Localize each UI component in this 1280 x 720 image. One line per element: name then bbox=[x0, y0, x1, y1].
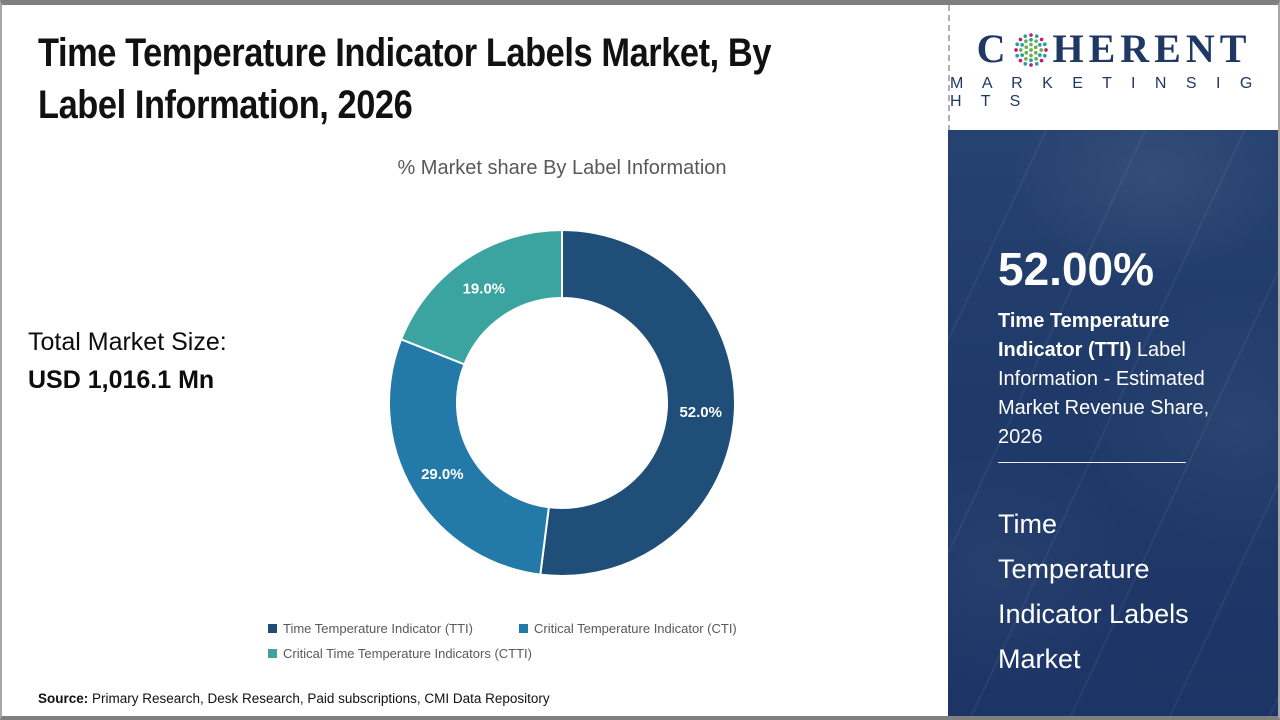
globe-dot bbox=[1015, 41, 1020, 46]
brand-letter-c: C bbox=[976, 26, 1011, 71]
globe-dot bbox=[1020, 52, 1025, 57]
sidebar-description-regular: Label Information - Estimated Market Rev… bbox=[998, 339, 1210, 448]
globe-dot bbox=[1024, 38, 1029, 43]
legend-item-1: Critical Temperature Indicator (CTI) bbox=[519, 621, 737, 636]
globe-dot bbox=[1034, 44, 1039, 49]
legend-item-2: Critical Time Temperature Indicators (CT… bbox=[268, 646, 532, 661]
chart-subtitle: % Market share By Label Information bbox=[397, 157, 727, 179]
globe-dot bbox=[1024, 50, 1029, 55]
globe-dot bbox=[1038, 52, 1043, 57]
globe-dot bbox=[1029, 53, 1034, 57]
legend-label: Time Temperature Indicator (TTI) bbox=[283, 621, 473, 636]
globe-dot bbox=[1035, 61, 1040, 66]
brand-tagline: M A R K E T I N S I G H T S bbox=[950, 75, 1260, 110]
donut-slice-2 bbox=[400, 229, 563, 366]
sidebar-market-name: Time Temperature Indicator Labels Market bbox=[998, 509, 1189, 674]
slice-label-0: 52.0% bbox=[679, 404, 722, 421]
globe-dot bbox=[1034, 50, 1039, 55]
globe-dot bbox=[1034, 38, 1039, 43]
globe-dot bbox=[1029, 32, 1034, 37]
globe-dot bbox=[1043, 41, 1048, 46]
globe-dot bbox=[1024, 44, 1029, 49]
globe-dot bbox=[1019, 58, 1023, 62]
globe-dot bbox=[1040, 37, 1044, 41]
total-market-size: Total Market Size: USD 1,016.1 Mn bbox=[28, 323, 227, 399]
slice-label-2: 19.0% bbox=[463, 280, 506, 297]
sidebar-description-bold: Time Temperature Indicator (TTI) bbox=[998, 310, 1170, 361]
globe-dot bbox=[1019, 47, 1024, 52]
legend-label: Critical Time Temperature Indicators (CT… bbox=[283, 646, 532, 661]
sidebar-headline-value: 52.00% bbox=[998, 243, 1155, 295]
total-market-size-value: USD 1,016.1 Mn bbox=[28, 366, 215, 394]
brand-logo: C HERENT M A R K E T I N S I G H T S bbox=[948, 5, 1278, 131]
globe-dot bbox=[1044, 47, 1049, 52]
donut-slice-0 bbox=[539, 229, 736, 577]
globe-dot bbox=[1029, 62, 1034, 67]
globe-dot bbox=[1040, 58, 1044, 62]
sidebar-divider bbox=[998, 462, 1186, 463]
globe-dot bbox=[1029, 37, 1034, 42]
globe-dot bbox=[1019, 37, 1023, 41]
sidebar: 52.00% Time Temperature Indicator (TTI) … bbox=[948, 130, 1278, 716]
source-label: Source: bbox=[38, 691, 89, 706]
globe-dots-icon bbox=[1014, 32, 1049, 67]
legend-swatch-icon bbox=[268, 649, 277, 658]
globe-dot bbox=[1035, 33, 1040, 38]
donut-slice-1 bbox=[388, 338, 550, 576]
legend-swatch-icon bbox=[268, 624, 277, 633]
total-market-size-label: Total Market Size: bbox=[28, 328, 227, 356]
legend-swatch-icon bbox=[519, 624, 528, 633]
sidebar-description: Time Temperature Indicator (TTI) Label I… bbox=[998, 307, 1235, 452]
globe-dot bbox=[1029, 42, 1034, 46]
globe-dot bbox=[1039, 47, 1044, 52]
globe-dot bbox=[1015, 53, 1020, 58]
globe-dot bbox=[1020, 42, 1025, 47]
globe-dot bbox=[1014, 47, 1019, 52]
brand-wordmark: C HERENT bbox=[977, 25, 1252, 72]
legend-label: Critical Temperature Indicator (CTI) bbox=[534, 621, 737, 636]
brand-letters-rest: HERENT bbox=[1052, 26, 1252, 71]
page-title: Time Temperature Indicator Labels Market… bbox=[38, 31, 772, 127]
globe-dot bbox=[1024, 56, 1029, 61]
donut-chart: 52.0% 29.0% 19.0% bbox=[388, 229, 736, 577]
globe-dot bbox=[1038, 42, 1043, 47]
globe-dot bbox=[1023, 33, 1028, 38]
source-text: Primary Research, Desk Research, Paid su… bbox=[88, 691, 550, 706]
source-line: Source: Primary Research, Desk Research,… bbox=[38, 691, 550, 706]
globe-dot bbox=[1029, 57, 1034, 62]
globe-dot bbox=[1043, 53, 1048, 58]
globe-dot bbox=[1023, 61, 1028, 66]
globe-dot bbox=[1034, 56, 1039, 61]
chart-legend: Time Temperature Indicator (TTI) Critical… bbox=[268, 621, 848, 661]
slice-label-1: 29.0% bbox=[421, 466, 464, 483]
legend-item-0: Time Temperature Indicator (TTI) bbox=[268, 621, 473, 636]
globe-dot bbox=[1029, 47, 1034, 52]
